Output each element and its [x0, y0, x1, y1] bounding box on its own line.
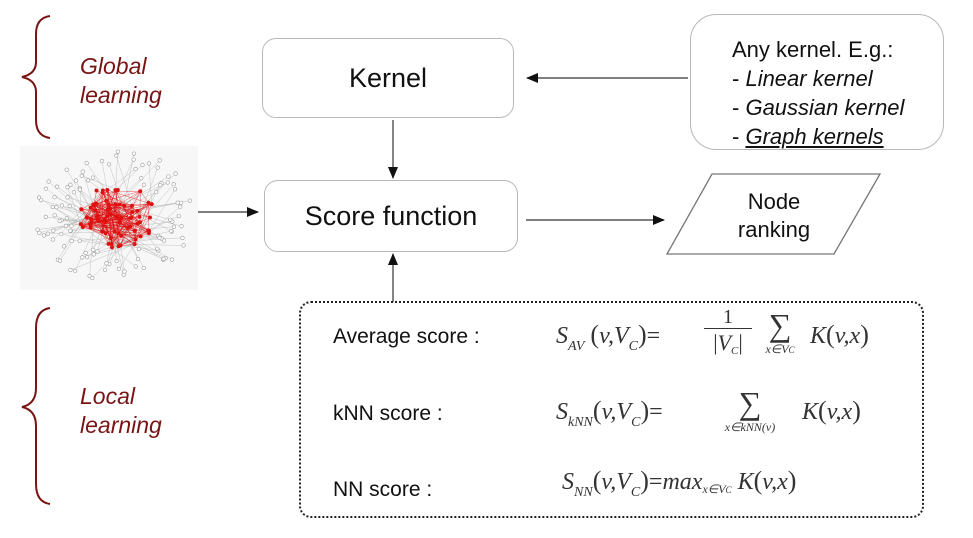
local-label-line1: Local — [80, 383, 135, 409]
kernel-option-linear: - Linear kernel — [732, 66, 873, 91]
kernel-box: Kernel — [262, 38, 514, 118]
nn-score-formula: SNN(v,VC)=maxx∈VC K(v,x) — [562, 466, 797, 500]
average-score-label: Average score : — [333, 325, 480, 348]
score-function-label: Score function — [304, 200, 478, 231]
kernel-option-gaussian: - Gaussian kernel — [732, 95, 905, 120]
node-ranking-shape — [665, 173, 882, 255]
local-scores-box — [299, 301, 924, 518]
global-brace — [21, 15, 51, 139]
score-function-box: Score function — [264, 180, 518, 252]
nn-score-label: NN score : — [333, 478, 433, 501]
node-ranking-line2: ranking — [737, 217, 811, 242]
network-graph-image — [20, 146, 198, 290]
kernel-options-box — [690, 14, 944, 150]
local-label-line2: learning — [80, 412, 162, 438]
knn-score-label: kNN score : — [333, 402, 443, 425]
global-label-line2: learning — [80, 82, 162, 108]
kernel-label: Kernel — [348, 62, 428, 93]
node-ranking-line1: Node — [747, 189, 801, 214]
local-learning-label: Local learning — [80, 382, 162, 440]
global-label-line1: Global — [80, 53, 147, 79]
local-brace — [21, 307, 51, 505]
kernel-options-heading: Any kernel. E.g.: — [732, 37, 894, 62]
kernel-option-graph: - Graph kernels — [732, 124, 884, 149]
node-ranking-label: Node ranking — [714, 188, 834, 244]
global-learning-label: Global learning — [80, 52, 162, 110]
kernel-options-list: Any kernel. E.g.: - Linear kernel - Gaus… — [732, 35, 904, 151]
